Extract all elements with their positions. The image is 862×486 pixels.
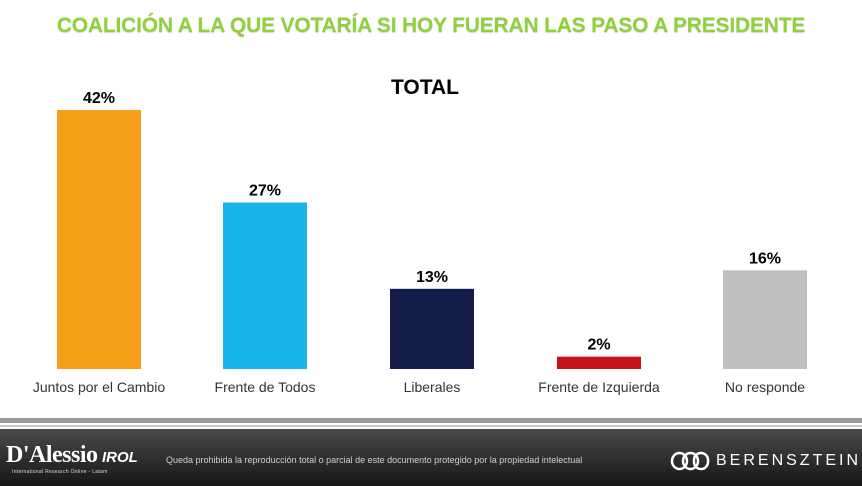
- dalessio-logo: D'Alessio IROL International Research On…: [6, 442, 166, 478]
- category-label-1: Frente de Todos: [215, 379, 316, 395]
- berensztein-logo-icon: [670, 451, 710, 471]
- value-label-4: 16%: [749, 250, 781, 267]
- value-label-3: 2%: [587, 337, 610, 354]
- value-label-1: 27%: [249, 183, 281, 200]
- category-label-2: Liberales: [404, 379, 461, 395]
- berensztein-logo-text: BERENSZTEIN: [716, 452, 862, 469]
- category-label-4: No responde: [725, 379, 805, 395]
- bar-2: [390, 288, 474, 369]
- bar-1: [223, 202, 307, 369]
- dalessio-logo-text: D'Alessio: [6, 442, 98, 468]
- berensztein-logo: BERENSZTEIN: [670, 449, 861, 473]
- bar-0: [57, 110, 141, 369]
- chart-title: TOTAL: [390, 76, 460, 99]
- slide-title: COALICIÓN A LA QUE VOTARÍA SI HOY FUERAN…: [56, 14, 806, 37]
- irol-logo-text: IROL: [101, 449, 138, 466]
- bar-4: [723, 270, 807, 369]
- value-label-0: 42%: [83, 90, 115, 107]
- bar-3: [557, 356, 641, 369]
- footer-bar: D'Alessio IROL International Research On…: [0, 429, 862, 486]
- value-label-2: 13%: [416, 269, 448, 286]
- dalessio-logo-subtitle: International Research Online - Latam: [12, 469, 108, 475]
- category-label-0: Juntos por el Cambio: [33, 379, 166, 395]
- copyright-disclaimer: Queda prohibida la reproducción total o …: [166, 455, 583, 465]
- footer-divider: [0, 418, 862, 423]
- category-label-3: Frente de Izquierda: [538, 379, 660, 395]
- footer-divider-thin: [0, 425, 862, 427]
- bar-chart: 42% 27% 13% 2% 16% Juntos por el Cambio Frent…: [33, 90, 807, 395]
